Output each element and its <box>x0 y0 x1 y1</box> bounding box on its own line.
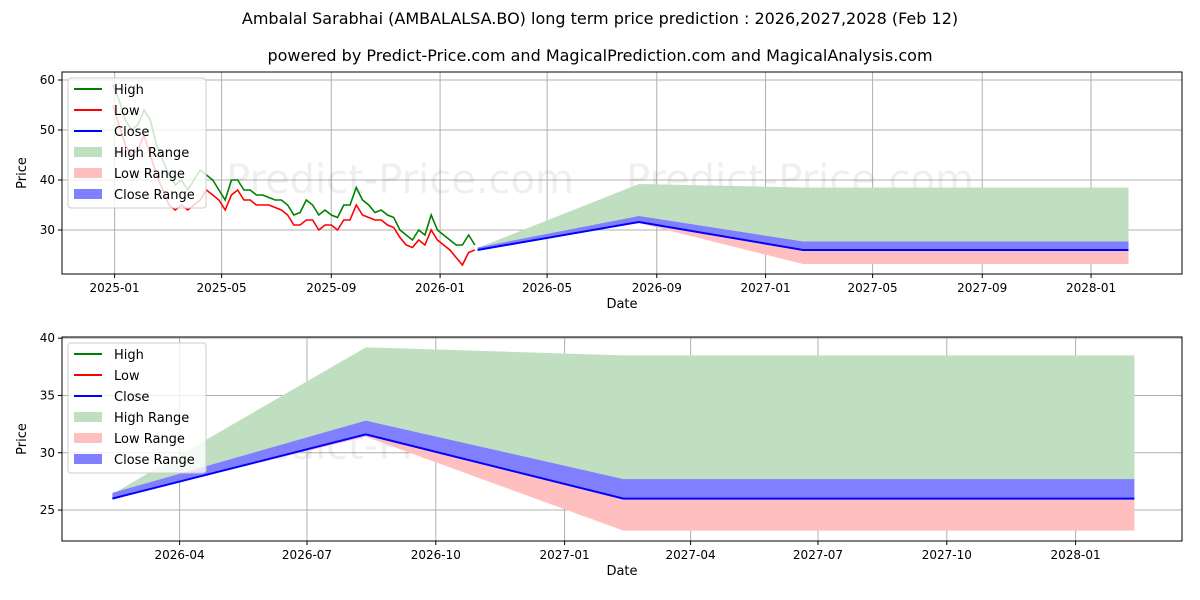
x-tick-label: 2026-07 <box>282 548 332 562</box>
chart-title: Ambalal Sarabhai (AMBALALSA.BO) long ter… <box>241 9 959 28</box>
legend-swatch-patch <box>74 147 102 157</box>
legend: High Low Close High Range Low Range Close Ran… <box>67 77 207 209</box>
y-axis-label: Price <box>15 157 30 189</box>
legend-box <box>67 342 207 474</box>
x-tick-label: 2026-05 <box>522 281 572 295</box>
legend-label: High <box>114 83 144 98</box>
watermark: Predict-Price.com <box>226 157 574 203</box>
legend-label: High Range <box>114 411 189 426</box>
x-axis-label: Date <box>606 564 637 579</box>
legend-swatch-patch <box>74 412 102 422</box>
legend-label: Low <box>114 369 140 384</box>
x-tick-label: 2027-01 <box>740 281 790 295</box>
legend-label: Low Range <box>114 167 185 182</box>
legend-label: Close <box>114 125 149 140</box>
chart-panel-2: 2026-04 2026-07 2026-10 2027-01 2027-04 2027-… <box>15 331 1183 579</box>
legend-label: Low Range <box>114 432 185 447</box>
x-tick-label: 2027-10 <box>922 548 972 562</box>
legend-box <box>67 77 207 209</box>
x-tick-label: 2026-09 <box>632 281 682 295</box>
x-tick-label: 2027-01 <box>540 548 590 562</box>
y-tick-label: 40 <box>40 173 55 187</box>
x-tick-label: 2027-09 <box>957 281 1007 295</box>
x-tick-label: 2027-05 <box>848 281 898 295</box>
close-range-band <box>477 216 1129 250</box>
y-tick-label: 30 <box>40 223 55 237</box>
legend-label: Close Range <box>114 188 195 203</box>
chart-subtitle: powered by Predict-Price.com and Magical… <box>267 46 933 65</box>
y-axis-label: Price <box>15 423 30 455</box>
y-tick-label: 30 <box>40 446 55 460</box>
legend-label: High Range <box>114 146 189 161</box>
y-tick-label: 50 <box>40 123 55 137</box>
legend-swatch-patch <box>74 454 102 464</box>
legend-label: Low <box>114 104 140 119</box>
x-tick-label: 2026-10 <box>411 548 461 562</box>
x-tick-label: 2028-01 <box>1051 548 1101 562</box>
close-range-band <box>112 420 1135 499</box>
high-range-band <box>477 184 1129 250</box>
low-range-band <box>477 222 1129 264</box>
y-tick-label: 40 <box>40 331 55 345</box>
axes-frame <box>61 71 1183 275</box>
legend: High Low Close High Range Low Range Close Ran… <box>67 342 207 474</box>
x-axis-label: Date <box>606 297 637 312</box>
close-line <box>112 433 1135 500</box>
y-tick-label: 60 <box>40 73 55 87</box>
legend-swatch-patch <box>74 168 102 178</box>
x-tick-label: 2026-01 <box>415 281 465 295</box>
y-tick-label: 35 <box>40 388 55 402</box>
y-tick-label: 25 <box>40 503 55 517</box>
x-tick-label: 2025-05 <box>197 281 247 295</box>
x-tick-label: 2028-01 <box>1066 281 1116 295</box>
chart-panel-1: 2025-01 2025-05 2025-09 2026-01 2026-05 2026-… <box>15 71 1183 312</box>
legend-label: High <box>114 348 144 363</box>
close-line <box>477 220 1129 251</box>
legend-label: Close <box>114 390 149 405</box>
x-tick-label: 2027-07 <box>793 548 843 562</box>
legend-swatch-patch <box>74 189 102 199</box>
x-tick-label: 2025-09 <box>306 281 356 295</box>
high-range-band <box>112 347 1135 499</box>
x-tick-label: 2025-01 <box>90 281 140 295</box>
x-tick-label: 2027-04 <box>666 548 716 562</box>
axes-frame <box>61 336 1183 542</box>
legend-swatch-patch <box>74 433 102 443</box>
legend-label: Close Range <box>114 453 195 468</box>
low-range-band <box>112 434 1135 531</box>
x-tick-label: 2026-04 <box>155 548 205 562</box>
